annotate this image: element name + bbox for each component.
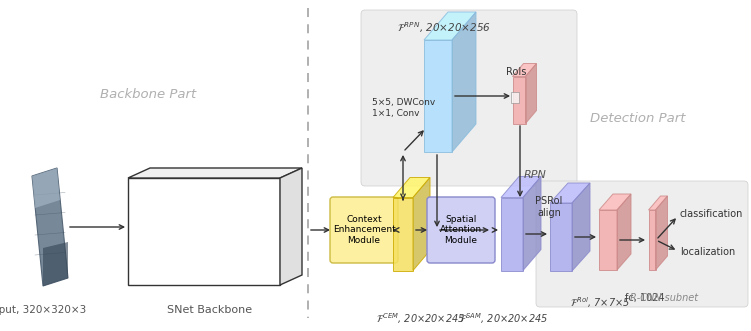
Polygon shape	[599, 210, 617, 270]
Polygon shape	[424, 12, 476, 40]
Text: Detection Part: Detection Part	[590, 112, 686, 124]
Text: R-CNN subnet: R-CNN subnet	[630, 293, 698, 303]
Polygon shape	[656, 196, 668, 270]
Polygon shape	[413, 177, 430, 270]
Text: Spatial
Attention
Module: Spatial Attention Module	[440, 215, 482, 245]
Text: Input, 320×320×3: Input, 320×320×3	[0, 305, 86, 315]
Text: fc, 1024: fc, 1024	[625, 293, 665, 303]
Polygon shape	[523, 176, 541, 270]
FancyBboxPatch shape	[330, 197, 398, 263]
Polygon shape	[32, 168, 68, 286]
Polygon shape	[280, 168, 302, 285]
Text: $\mathcal{F}^{Rol}$, 7×7×5: $\mathcal{F}^{Rol}$, 7×7×5	[570, 295, 630, 310]
Text: 5×5, DWConv
1×1, Conv: 5×5, DWConv 1×1, Conv	[372, 98, 436, 118]
Polygon shape	[649, 196, 668, 210]
Text: Context
Enhancement
Module: Context Enhancement Module	[333, 215, 395, 245]
Polygon shape	[393, 198, 413, 270]
Text: RoIs: RoIs	[506, 67, 526, 77]
Polygon shape	[128, 168, 302, 178]
FancyBboxPatch shape	[536, 181, 748, 307]
Polygon shape	[550, 183, 590, 203]
Polygon shape	[550, 203, 572, 271]
Text: $\mathcal{F}^{SAM}$, 20×20×245: $\mathcal{F}^{SAM}$, 20×20×245	[459, 311, 548, 326]
Text: $\mathcal{F}^{CEM}$, 20×20×245: $\mathcal{F}^{CEM}$, 20×20×245	[376, 311, 465, 326]
Text: SNet Backbone: SNet Backbone	[167, 305, 252, 315]
Polygon shape	[512, 64, 536, 76]
Polygon shape	[572, 183, 590, 271]
Text: PSRoI
align: PSRoI align	[535, 196, 562, 218]
Bar	[511, 92, 519, 103]
Text: $\mathcal{F}^{RPN}$, 20×20×256: $\mathcal{F}^{RPN}$, 20×20×256	[397, 20, 490, 35]
Polygon shape	[43, 242, 68, 286]
Text: RPN: RPN	[524, 170, 547, 180]
Polygon shape	[452, 12, 476, 152]
Polygon shape	[32, 168, 60, 208]
Polygon shape	[649, 210, 656, 270]
FancyBboxPatch shape	[361, 10, 577, 186]
Polygon shape	[599, 194, 631, 210]
Polygon shape	[501, 198, 523, 270]
Polygon shape	[526, 64, 536, 123]
Polygon shape	[424, 40, 452, 152]
FancyBboxPatch shape	[427, 197, 495, 263]
Polygon shape	[393, 177, 430, 198]
Text: localization: localization	[680, 247, 735, 257]
Text: Backbone Part: Backbone Part	[100, 88, 196, 102]
Text: classification: classification	[680, 209, 743, 219]
Polygon shape	[617, 194, 631, 270]
Polygon shape	[512, 76, 526, 123]
Polygon shape	[128, 178, 280, 285]
Polygon shape	[501, 176, 541, 198]
